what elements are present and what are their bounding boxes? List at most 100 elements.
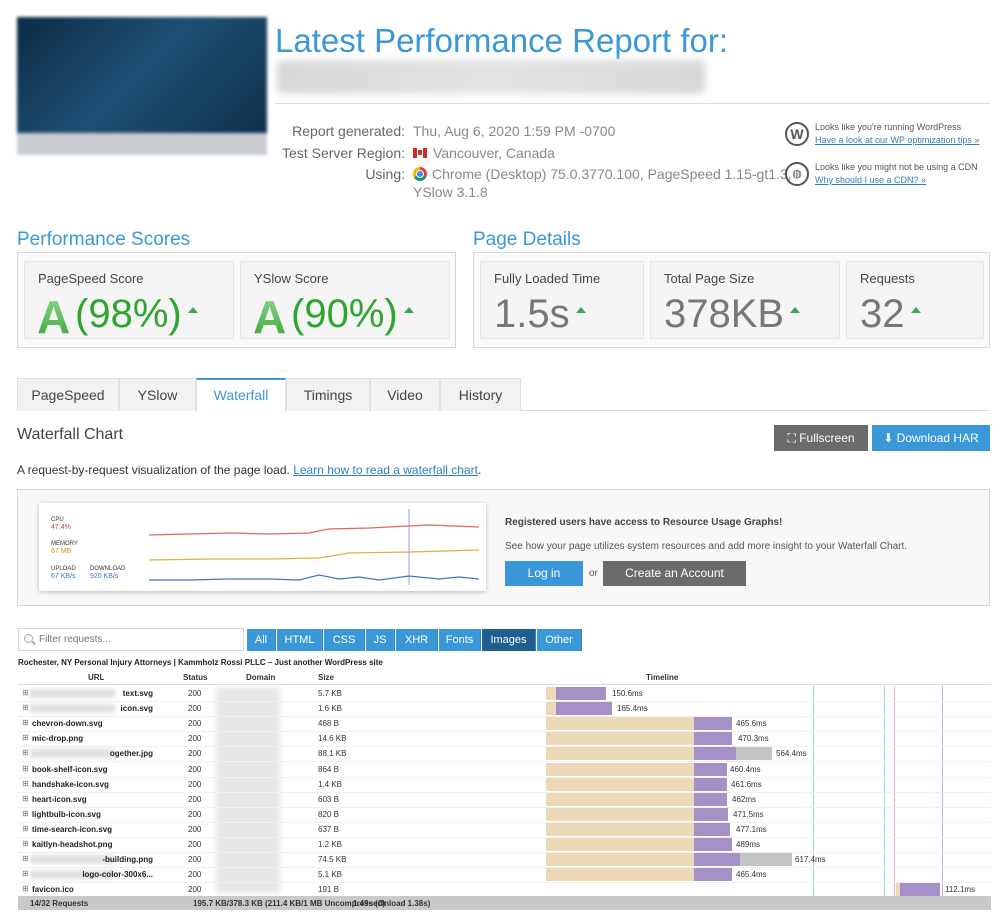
request-url: lightbulb-icon.svg <box>32 810 101 819</box>
row-divider <box>18 792 991 793</box>
expand-row-icon[interactable]: ⊞ <box>22 718 29 727</box>
expand-row-icon[interactable]: ⊞ <box>22 688 29 697</box>
request-status: 200 <box>188 795 202 804</box>
timeline-wait-bar <box>546 717 694 730</box>
tab-waterfall[interactable]: Waterfall <box>196 378 286 412</box>
chrome-icon <box>413 167 427 181</box>
performance-scores-title: Performance Scores <box>17 229 191 250</box>
request-status: 200 <box>188 840 202 849</box>
table-row[interactable]: ⊞ -building.png 200 74.5 KB 617.4ms <box>18 852 991 867</box>
request-size: 74.5 KB <box>318 855 347 864</box>
request-url: handshake-icon.svg <box>32 780 109 789</box>
timeline-download-bar <box>694 838 732 851</box>
request-url: heart-icon.svg <box>32 795 87 804</box>
filter-fonts-button[interactable]: Fonts <box>439 629 481 651</box>
expand-row-icon[interactable]: ⊞ <box>22 794 29 803</box>
expand-row-icon[interactable]: ⊞ <box>22 779 29 788</box>
table-row[interactable]: ⊞ time-search-icon.svg 200 637 B 477.1ms <box>18 822 991 837</box>
filter-html-button[interactable]: HTML <box>277 629 323 651</box>
request-status: 200 <box>188 719 202 728</box>
timeline-download-bar <box>900 883 940 896</box>
expand-row-icon[interactable]: ⊞ <box>22 869 29 878</box>
download-har-button[interactable]: ⬇ Download HAR <box>872 425 990 451</box>
filter-all-button[interactable]: All <box>247 629 276 651</box>
expand-row-icon[interactable]: ⊞ <box>22 703 29 712</box>
region-value: Vancouver, Canada <box>433 145 555 161</box>
requests-card: Requests 32 <box>846 261 984 339</box>
expand-row-icon[interactable]: ⊞ <box>22 733 29 742</box>
expand-row-icon[interactable]: ⊞ <box>22 884 29 893</box>
filter-xhr-button[interactable]: XHR <box>396 629 438 651</box>
page-details-title: Page Details <box>473 229 581 250</box>
page-size-value: 378KB <box>664 292 785 336</box>
filter-js-button[interactable]: JS <box>366 629 395 651</box>
expand-row-icon[interactable]: ⊞ <box>22 824 29 833</box>
filter-requests-input[interactable] <box>39 631 239 648</box>
cdn-hint-text: Looks like you might not be using a CDN <box>815 162 978 172</box>
request-size: 864 B <box>318 765 339 774</box>
table-row[interactable]: ⊞ text.svg 200 5.7 KB 150.6ms <box>18 686 991 701</box>
up-arrow-icon <box>790 307 801 313</box>
timeline-extra-bar <box>740 853 792 866</box>
request-status: 200 <box>188 704 202 713</box>
request-size: 1.4 KB <box>318 780 343 789</box>
table-row[interactable]: ⊞ mic-drop.png 200 14.6 KB 470.3ms <box>18 731 991 746</box>
region-label: Test Server Region: <box>282 145 405 161</box>
tab-yslow[interactable]: YSlow <box>119 378 196 411</box>
learn-waterfall-link[interactable]: Learn how to read a waterfall chart <box>293 463 478 477</box>
wp-optimization-tips-link[interactable]: Have a look at our WP optimization tips … <box>815 135 980 145</box>
table-row[interactable]: ⊞ icon.svg 200 1.6 KB 165.4ms <box>18 701 991 716</box>
expand-row-icon[interactable]: ⊞ <box>22 839 29 848</box>
col-header-timeline: Timeline <box>646 673 679 682</box>
table-row[interactable]: ⊞ handshake-icon.svg 200 1.4 KB 461.6ms <box>18 777 991 792</box>
globe-icon: ◍ <box>785 162 809 186</box>
table-row[interactable]: ⊞ ogether.jpg 200 88.1 KB 564.4ms <box>18 746 991 761</box>
request-status: 200 <box>188 825 202 834</box>
cpu-series-line <box>149 524 479 536</box>
table-row[interactable]: ⊞ chevron-down.svg 200 468 B 465.6ms <box>18 716 991 731</box>
request-time: 465.6ms <box>736 719 767 728</box>
footer-size: 195.7 KB/378.3 KB (211.4 KB/1 MB Uncompr… <box>193 899 386 908</box>
up-arrow-icon <box>403 307 414 313</box>
request-status: 200 <box>188 855 202 864</box>
domain-column-blurred <box>216 687 280 893</box>
expand-row-icon[interactable]: ⊞ <box>22 854 29 863</box>
filter-other-button[interactable]: Other <box>537 629 582 651</box>
timeline-extra-bar <box>736 747 772 760</box>
timeline-download-bar <box>694 778 727 791</box>
table-row[interactable]: ⊞ favicon.ico 200 191 B 112.1ms <box>18 882 991 897</box>
timeline-wait-bar <box>546 702 556 715</box>
table-row[interactable]: ⊞ logo-color-300x6... 200 5.1 KB 465.4ms <box>18 867 991 882</box>
tab-video[interactable]: Video <box>370 378 440 411</box>
expand-row-icon[interactable]: ⊞ <box>22 748 29 757</box>
cpu-value: 47.4% <box>51 524 71 531</box>
upload-value: 67 KB/s <box>51 573 76 580</box>
filter-images-button[interactable]: Images <box>482 629 536 651</box>
pagespeed-percent: (98%) <box>75 292 182 336</box>
filter-css-button[interactable]: CSS <box>324 629 365 651</box>
create-account-button[interactable]: Create an Account <box>603 561 746 586</box>
expand-row-icon[interactable]: ⊞ <box>22 764 29 773</box>
request-url: time-search-icon.svg <box>32 825 113 834</box>
col-header-status: Status <box>183 673 208 682</box>
fullscreen-button[interactable]: ⛶ Fullscreen <box>774 425 868 451</box>
tab-timings[interactable]: Timings <box>286 378 370 411</box>
request-time: 617.4ms <box>795 855 826 864</box>
yslow-grade: A <box>253 291 287 343</box>
expand-row-icon[interactable]: ⊞ <box>22 809 29 818</box>
why-cdn-link[interactable]: Why should I use a CDN? » <box>815 175 927 185</box>
tab-pagespeed[interactable]: PageSpeed <box>17 378 119 411</box>
request-time: 489ms <box>736 840 761 849</box>
row-divider <box>18 822 991 823</box>
table-row[interactable]: ⊞ heart-icon.svg 200 603 B 462ms <box>18 792 991 807</box>
request-url: mic-drop.png <box>32 734 84 743</box>
table-row[interactable]: ⊞ kaitlyn-headshot.png 200 1.2 KB 489ms <box>18 837 991 852</box>
login-button[interactable]: Log in <box>505 561 583 586</box>
request-status: 200 <box>188 689 202 698</box>
table-row[interactable]: ⊞ book-shelf-icon.svg 200 864 B 460.4ms <box>18 762 991 777</box>
table-row[interactable]: ⊞ lightbulb-icon.svg 200 820 B 471.5ms <box>18 807 991 822</box>
blurred-url-prefix <box>30 689 115 698</box>
upload-label: UPLOAD <box>51 566 76 572</box>
tested-url-blurred <box>277 60 705 94</box>
tab-history[interactable]: History <box>440 378 521 411</box>
